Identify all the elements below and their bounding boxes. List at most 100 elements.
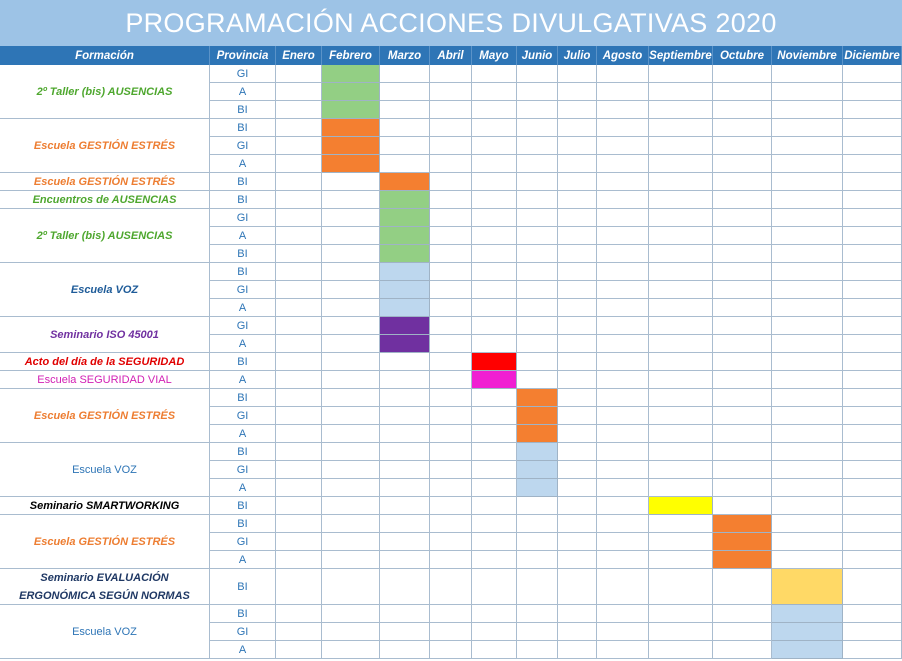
month-cell: [713, 443, 772, 461]
month-cell: [430, 551, 472, 569]
month-cell: [517, 245, 558, 263]
month-cell: [558, 83, 597, 101]
scheduled-cell: [772, 641, 843, 659]
column-header: Mayo: [472, 46, 517, 65]
column-header: Provincia: [210, 46, 276, 65]
month-cell: [430, 335, 472, 353]
month-cell: [472, 515, 517, 533]
month-cell: [430, 245, 472, 263]
training-label: Encuentros de AUSENCIAS: [0, 191, 210, 209]
month-cell: [276, 479, 322, 497]
month-cell: [380, 623, 430, 641]
province: A: [210, 371, 276, 389]
training-label: Escuela GESTIÓN ESTRÉS: [0, 173, 210, 191]
month-cell: [472, 245, 517, 263]
scheduled-cell: [472, 371, 517, 389]
scheduled-cell: [322, 155, 380, 173]
province: BI: [210, 119, 276, 137]
month-cell: [322, 479, 380, 497]
month-cell: [276, 497, 322, 515]
month-cell: [472, 119, 517, 137]
month-cell: [380, 497, 430, 515]
month-cell: [597, 245, 649, 263]
province: BI: [210, 389, 276, 407]
month-cell: [649, 119, 713, 137]
scheduled-cell: [517, 425, 558, 443]
month-cell: [597, 209, 649, 227]
month-cell: [276, 209, 322, 227]
month-cell: [772, 497, 843, 515]
month-cell: [558, 569, 597, 605]
month-cell: [713, 641, 772, 659]
month-cell: [649, 443, 713, 461]
month-cell: [843, 335, 902, 353]
month-cell: [713, 371, 772, 389]
month-cell: [597, 641, 649, 659]
month-cell: [843, 551, 902, 569]
month-cell: [472, 443, 517, 461]
month-cell: [843, 65, 902, 83]
month-cell: [380, 641, 430, 659]
month-cell: [430, 407, 472, 425]
month-cell: [843, 569, 902, 605]
month-cell: [649, 263, 713, 281]
month-cell: [322, 461, 380, 479]
month-cell: [517, 65, 558, 83]
month-cell: [772, 227, 843, 245]
column-header: Abril: [430, 46, 472, 65]
month-cell: [322, 317, 380, 335]
month-cell: [322, 407, 380, 425]
month-cell: [322, 191, 380, 209]
province: GI: [210, 623, 276, 641]
month-cell: [558, 551, 597, 569]
month-cell: [276, 245, 322, 263]
scheduled-cell: [517, 407, 558, 425]
month-cell: [517, 371, 558, 389]
month-cell: [558, 623, 597, 641]
month-cell: [843, 641, 902, 659]
month-cell: [472, 137, 517, 155]
month-cell: [276, 425, 322, 443]
month-cell: [276, 173, 322, 191]
month-cell: [843, 263, 902, 281]
province: BI: [210, 569, 276, 605]
month-cell: [713, 119, 772, 137]
month-cell: [843, 227, 902, 245]
month-cell: [430, 101, 472, 119]
month-cell: [472, 425, 517, 443]
month-cell: [597, 65, 649, 83]
month-cell: [713, 623, 772, 641]
month-cell: [558, 137, 597, 155]
month-cell: [430, 191, 472, 209]
month-cell: [276, 299, 322, 317]
month-cell: [380, 515, 430, 533]
month-cell: [276, 101, 322, 119]
month-cell: [517, 299, 558, 317]
month-cell: [380, 101, 430, 119]
month-cell: [430, 443, 472, 461]
column-header: Febrero: [322, 46, 380, 65]
month-cell: [430, 623, 472, 641]
month-cell: [713, 497, 772, 515]
month-cell: [597, 137, 649, 155]
month-cell: [843, 191, 902, 209]
month-cell: [713, 191, 772, 209]
month-cell: [517, 335, 558, 353]
month-cell: [558, 155, 597, 173]
month-cell: [649, 605, 713, 623]
month-cell: [713, 137, 772, 155]
month-cell: [843, 605, 902, 623]
month-cell: [597, 569, 649, 605]
month-cell: [276, 515, 322, 533]
scheduled-cell: [772, 569, 843, 605]
month-cell: [713, 245, 772, 263]
month-cell: [772, 389, 843, 407]
scheduled-cell: [380, 227, 430, 245]
month-cell: [597, 497, 649, 515]
province: BI: [210, 353, 276, 371]
column-header: Octubre: [713, 46, 772, 65]
month-cell: [597, 263, 649, 281]
month-cell: [430, 281, 472, 299]
month-cell: [713, 227, 772, 245]
